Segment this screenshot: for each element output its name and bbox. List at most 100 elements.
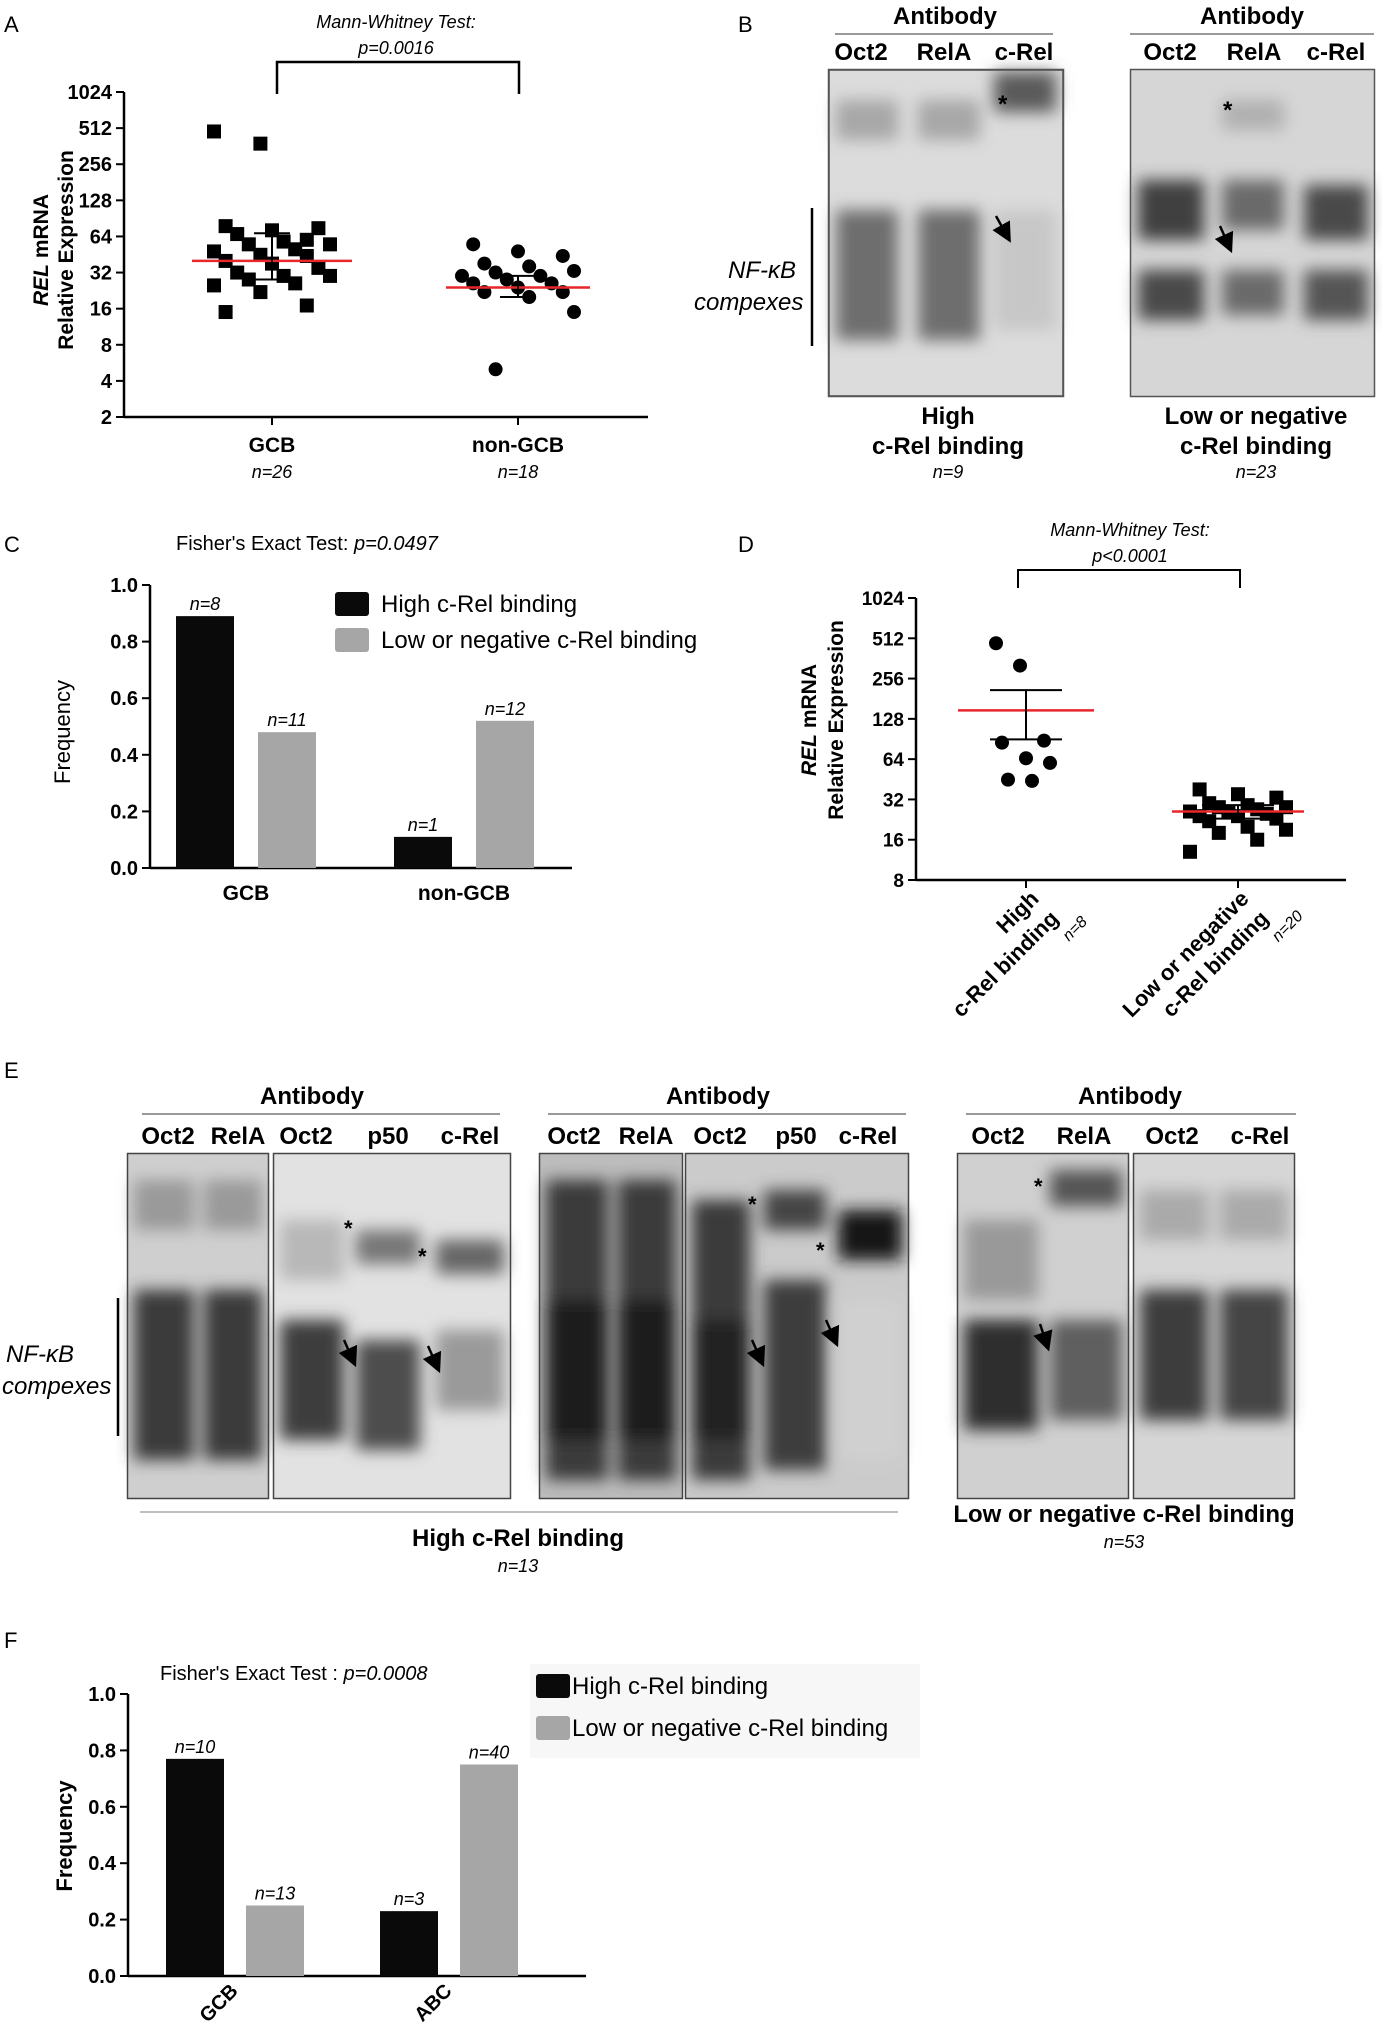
panel-b-antibody-label: Antibody [893,3,998,30]
blot-caption-2: c-Rel binding [1180,433,1332,460]
lane-label: p50 [775,1123,816,1150]
panel-letter-a: A [4,12,19,37]
panel-f-ylabel: Frequency [52,1780,77,1892]
legend-background [530,1664,920,1758]
x-tick-label: ABC [410,1980,456,2026]
y-tick-label: 0.6 [110,688,138,710]
data-point-circle [455,268,469,283]
y-tick-label: 0.2 [88,1910,116,1932]
lane-label: Oct2 [834,39,887,66]
bar [176,616,234,868]
panel-c-chart: 0.0 0.2 0.4 0.6 0.8 1.0 n=8 n=11 GCB n=1 n=12 non-G… [110,575,697,905]
panel-b: B NF-κB compexes Antibody Oct2 RelA c-Re… [694,3,1376,482]
panel-e-blot-group-2: Antibody Oct2 RelA Oct2 p50 c-Rel [538,1083,910,1500]
lane-label: RelA [211,1123,266,1150]
panel-e-antibody-label: Antibody [1078,1083,1183,1110]
data-point-square [207,278,221,293]
data-point-square [218,219,233,234]
supershift-star: * [1223,97,1233,124]
lane-label: c-Rel [1231,1123,1290,1150]
bar [380,1911,438,1976]
data-point-square [311,221,326,236]
panel-letter-c: C [4,532,20,557]
data-point-square [1250,832,1265,847]
lane-label: Oct2 [971,1123,1024,1150]
arrow-icon [338,1339,358,1368]
y-tick-label: 2 [101,407,112,429]
y-tick-label: 0.8 [110,632,138,654]
y-tick-label: 1024 [68,82,113,104]
panel-e-blot-group-3: Antibody Oct2 RelA Oct2 c-Rel [953,1083,1296,1552]
panel-d-n-low: n=20 [1269,908,1307,946]
blot-n: n=23 [1236,462,1277,482]
data-point-square [1279,822,1293,837]
data-point-square [253,136,268,151]
y-tick-label: 4 [101,371,113,393]
blot-caption-1: High [921,403,974,430]
supershift-star: * [344,1216,353,1241]
panel-e-caption-low: Low or negative c-Rel binding [953,1501,1294,1528]
gel-image [827,68,1065,398]
data-point-square [1211,825,1226,840]
data-point-square [1231,787,1245,802]
y-tick-label: 32 [883,790,904,811]
panel-a-ylabel-rest: mRNA [30,194,53,264]
panel-e-n-low: n=53 [1104,1532,1145,1552]
lane-label: c-Rel [1307,39,1366,66]
panel-d-n-high: n=8 [1060,913,1091,944]
data-point-square [276,234,291,249]
data-point-square [1192,782,1207,797]
legend-swatch [536,1674,570,1698]
y-tick-label: 0.4 [88,1853,117,1875]
data-point-square [1240,819,1255,834]
data-point-square [207,124,221,139]
data-point-square [299,232,314,247]
gel-image [1129,68,1376,398]
data-point-square [230,227,245,242]
supershift-star: * [1034,1174,1043,1199]
y-tick-label: 0.0 [110,858,138,880]
panel-a: A Mann-Whitney Test: p=0.0016 REL mRNA R… [4,12,648,482]
y-tick-label: 0.2 [110,801,138,823]
panel-d-test-label: Mann-Whitney Test: [1050,520,1209,540]
data-point-square [218,305,233,320]
data-point-square [253,285,268,300]
bar-label: n=13 [255,1884,296,1904]
panel-e-side-label-1: NF-κB [6,1341,74,1368]
lane-label: RelA [1057,1123,1112,1150]
supershift-star: * [816,1238,825,1263]
legend-swatch [335,628,369,652]
gel-image [272,1152,512,1500]
gel-image [956,1152,1130,1500]
bar [258,732,316,868]
y-tick-label: 1024 [862,589,905,610]
panel-b-antibody-label: Antibody [1200,3,1305,30]
panel-a-n-non-gcb: n=18 [498,462,539,482]
data-point-circle [511,244,525,259]
data-point-circle [1025,773,1039,788]
panel-f-chart: 0.0 0.2 0.4 0.6 0.8 1.0 n=10 n=13 GCB n=3 n=40 ABC H… [88,1664,920,2027]
panel-f: F Fisher's Exact Test : p=0.0008 Frequen… [4,1628,920,2027]
panel-letter-e: E [4,1058,19,1083]
data-point-circle [995,735,1009,750]
y-tick-label: 16 [90,299,112,321]
y-tick-label: 1.0 [88,1684,116,1706]
y-tick-label: 1.0 [110,575,138,597]
gel-image [126,1152,270,1500]
legend-label: High c-Rel binding [381,591,577,618]
lane-label: RelA [619,1123,674,1150]
panel-f-test: Fisher's Exact Test : p=0.0008 [160,1663,428,1685]
panel-a-group-gcb: GCB [249,434,296,457]
y-tick-label: 0.4 [110,745,139,767]
bar-label: n=10 [175,1737,216,1757]
panel-a-group-non-gcb: non-GCB [472,434,564,457]
lane-label: Oct2 [1143,39,1196,66]
legend-label: Low or negative c-Rel binding [381,627,697,654]
panel-e-blot-group-1: Antibody Oct2 RelA Oct2 p50 c-Rel [126,1083,512,1500]
panel-a-ylabel-line2: Relative Expression [55,150,78,350]
lane-label: Oct2 [547,1123,600,1150]
gel-image [538,1152,684,1500]
data-point-circle [989,636,1003,651]
panel-d-ylabel-line1: REL mRNA [798,664,821,776]
data-point-circle [1001,772,1015,787]
